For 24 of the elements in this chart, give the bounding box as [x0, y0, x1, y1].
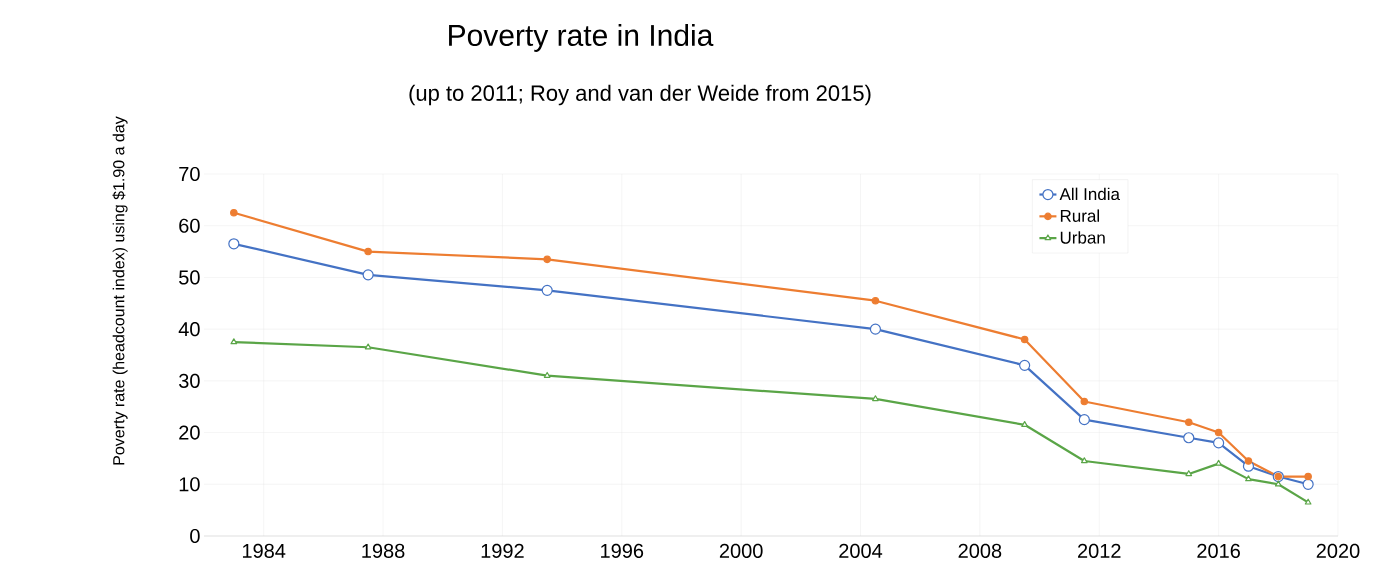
x-tick-label: 2000: [719, 543, 763, 558]
chart-title: Poverty rate in India: [449, 24, 714, 52]
x-tick-label: 2012: [1078, 543, 1121, 558]
legend-label: Urban: [1060, 231, 1105, 244]
x-tick-label: 1984: [242, 543, 286, 558]
x-tick-label: 2008: [958, 543, 1002, 558]
y-tick-label: 40: [178, 322, 200, 337]
y-tick-label: 60: [179, 218, 200, 233]
legend-label: Rural: [1060, 209, 1099, 222]
legend-label: All India: [1059, 187, 1120, 201]
y-axis-title: Poverty rate (headcount index) using $1.90 a day: [112, 116, 128, 465]
y-tick-label: 10: [179, 477, 200, 492]
x-tick-label: 1992: [481, 543, 524, 558]
x-tick-label: 1996: [601, 543, 644, 558]
x-tick-label: 2016: [1197, 543, 1240, 558]
y-tick-label: 30: [179, 373, 200, 388]
y-tick-label: 70: [179, 166, 200, 182]
x-tick-label: 2004: [839, 543, 883, 558]
x-tick-label: 1988: [362, 543, 405, 558]
y-tick-label: 0: [190, 528, 200, 544]
chart-subtitle: (up to 2011; Roy and van der Weide from 2015): [409, 84, 871, 106]
y-tick-label: 50: [179, 270, 200, 285]
y-tick-label: 20: [179, 425, 200, 440]
x-tick-label: 2020: [1316, 543, 1360, 558]
